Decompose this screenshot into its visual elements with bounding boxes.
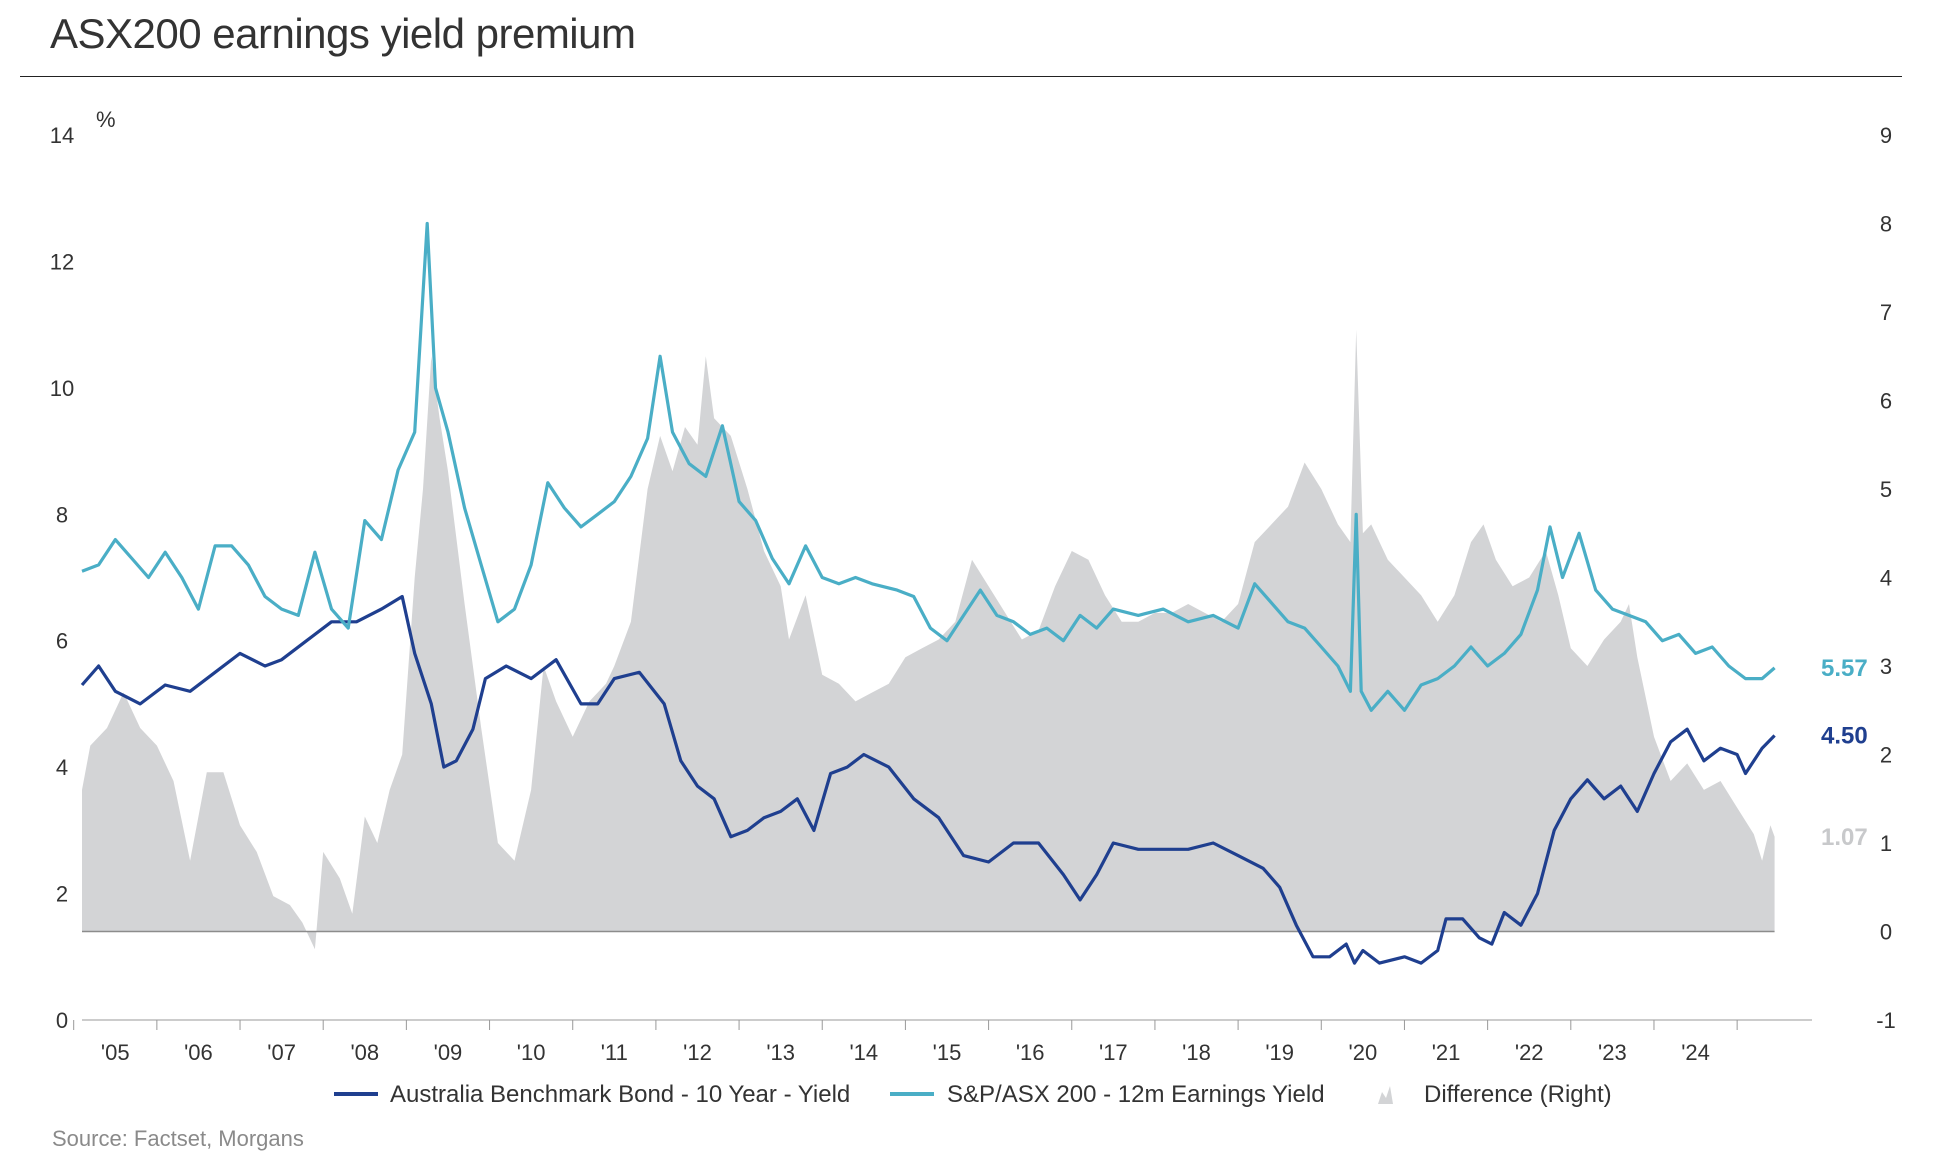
series-end-value-label: 5.57 [1821,655,1868,682]
difference-end-value-label: 1.07 [1821,824,1868,851]
series-end-value-label: 4.50 [1821,723,1868,750]
difference-area-layer [82,329,1775,950]
end-labels-layer: 4.50 5.57 1.07 [1821,655,1868,851]
right-y-tick-label: -1 [1876,1008,1896,1033]
x-tick-label: '13 [766,1040,795,1065]
legend: Australia Benchmark Bond - 10 Year - Yie… [334,1081,1612,1108]
left-y-tick-label: 0 [56,1008,68,1033]
left-y-tick-label: 2 [56,882,68,907]
legend-item-bond: Australia Benchmark Bond - 10 Year - Yie… [334,1081,850,1108]
right-y-tick-label: 1 [1880,831,1892,856]
axes-layer: '05 '06 '07 '08 '09 '10 '11 '12 '13 '14 '15 '16 '17 '… [50,107,1896,1065]
right-y-tick-label: 0 [1880,920,1892,945]
left-y-tick-label: 6 [56,629,68,654]
legend-swatch [1378,1086,1393,1104]
left-y-tick-label: 14 [50,123,74,148]
earnings-yield-line [81,221,1776,712]
x-tick-label: '12 [683,1040,712,1065]
right-y-tick-label: 5 [1880,477,1892,502]
chart-title: ASX200 earnings yield premium [50,10,636,57]
x-tick-label: '22 [1515,1040,1544,1065]
right-y-tick-label: 4 [1880,566,1892,591]
x-tick-label: '07 [267,1040,296,1065]
difference-area [82,329,1775,950]
legend-item-difference: Difference (Right) [1378,1081,1612,1108]
left-y-tick-label: 4 [56,755,68,780]
x-tick-label: '18 [1182,1040,1211,1065]
x-tick-label: '21 [1432,1040,1461,1065]
x-tick-label: '15 [933,1040,962,1065]
right-y-tick-label: 7 [1880,300,1892,325]
left-y-tick-label: 12 [50,249,74,274]
x-tick-label: '06 [184,1040,213,1065]
x-tick-label: '11 [601,1040,628,1065]
right-y-tick-label: 6 [1880,389,1892,414]
x-tick-label: '24 [1681,1040,1710,1065]
x-tick-label: '17 [1099,1040,1128,1065]
series-lines-layer [80,221,1776,965]
x-tick-label: '05 [101,1040,130,1065]
left-axis-unit: % [96,107,116,132]
right-y-tick-label: 2 [1880,743,1892,768]
left-y-tick-label: 10 [50,376,74,401]
legend-label: Australia Benchmark Bond - 10 Year - Yie… [390,1081,850,1108]
x-tick-label: '14 [849,1040,878,1065]
bond-yield-line [80,594,1776,965]
title-divider [20,76,1902,77]
x-tick-label: '20 [1349,1040,1378,1065]
legend-label: Difference (Right) [1424,1081,1612,1108]
left-y-tick-label: 8 [56,502,68,527]
x-tick-label: '23 [1598,1040,1627,1065]
x-tick-label: '08 [350,1040,379,1065]
source-note: Source: Factset, Morgans [52,1126,304,1151]
x-tick-label: '10 [517,1040,546,1065]
x-tick-label: '16 [1016,1040,1045,1065]
legend-item-earnings: S&P/ASX 200 - 12m Earnings Yield [890,1081,1325,1108]
legend-label: S&P/ASX 200 - 12m Earnings Yield [947,1081,1325,1108]
x-tick-label: '09 [434,1040,463,1065]
right-y-tick-label: 9 [1880,123,1892,148]
right-y-tick-label: 3 [1880,654,1892,679]
x-tick-label: '19 [1265,1040,1294,1065]
right-y-tick-label: 8 [1880,212,1892,237]
